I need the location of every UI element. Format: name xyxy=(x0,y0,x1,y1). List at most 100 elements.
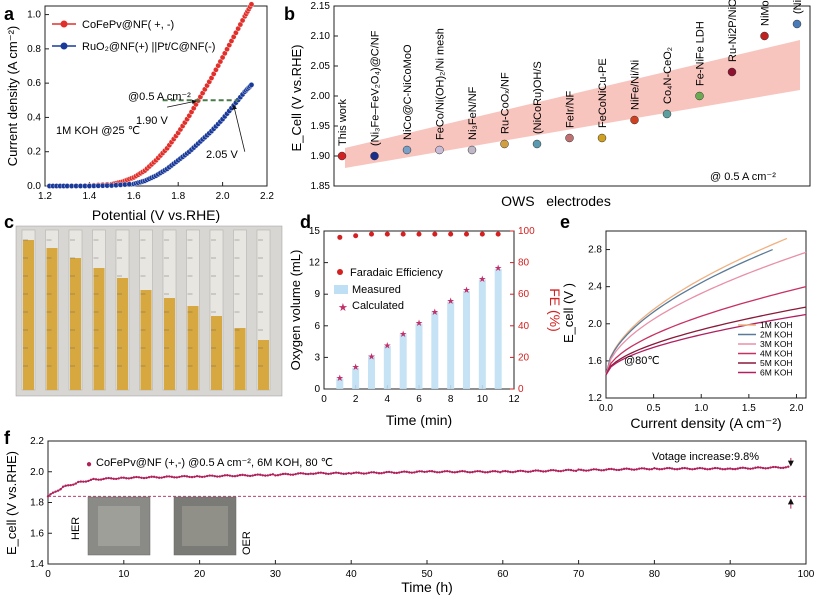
f-series-point xyxy=(686,467,689,470)
f-series-point xyxy=(94,478,98,481)
f-ytick-label: 1.4 xyxy=(30,559,44,570)
panel-d-legend: Faradaic Efficiency Measured ★ Calculate… xyxy=(334,267,443,314)
d-y2tick-label: 80 xyxy=(518,258,530,269)
f-series-point xyxy=(392,471,396,475)
f-series-point xyxy=(650,467,654,471)
f-series-point xyxy=(49,493,52,496)
f-series-point xyxy=(764,467,767,470)
f-series-point xyxy=(160,476,163,479)
f-series-point xyxy=(542,470,545,473)
f-series-point xyxy=(423,470,426,474)
f-series-point xyxy=(132,476,136,479)
f-series-point xyxy=(231,474,234,478)
panel-d-legend-star: ★ xyxy=(338,302,348,314)
f-series-point xyxy=(736,467,739,470)
a-xtick-label: 1.6 xyxy=(127,191,141,202)
f-series-point xyxy=(536,469,540,472)
f-series-point xyxy=(271,473,275,476)
f-series-point xyxy=(643,467,646,470)
d-y2tick-label: 60 xyxy=(518,289,530,300)
f-series-point xyxy=(213,474,216,478)
f-series-point xyxy=(294,472,297,476)
b-category-label: NiMoB xyxy=(760,0,772,26)
b-point xyxy=(532,139,542,149)
a-series-point-0 xyxy=(248,1,255,8)
f-series-point xyxy=(668,466,671,470)
f-series-point xyxy=(683,466,686,470)
d-star-calculated: ★ xyxy=(431,307,439,317)
a-xtick-label: 2.2 xyxy=(260,191,274,202)
d-bar-measured xyxy=(463,291,470,389)
f-series-point xyxy=(723,468,727,471)
e-xtick-label: 2.0 xyxy=(790,403,804,414)
f-series-point xyxy=(488,470,492,473)
b-category-label: This work xyxy=(337,98,349,146)
f-series-point xyxy=(205,474,209,478)
panel-letter-b: b xyxy=(284,4,295,24)
f-series-point xyxy=(622,467,626,471)
f-series-point xyxy=(597,468,601,472)
f-series-point xyxy=(226,474,229,477)
f-series-point xyxy=(365,472,368,475)
b-category-label: Ru-Ni2P/NiO/NF xyxy=(727,0,739,62)
f-series-point xyxy=(109,477,113,480)
f-series-point xyxy=(461,469,464,473)
b-category-label: Ni₃FeN/NF xyxy=(467,86,479,140)
b-category-label: (NiCoRu)OH/S xyxy=(532,61,544,134)
e-series-line-3 xyxy=(605,286,807,376)
f-series-point xyxy=(784,466,787,469)
d-ytick-label: 0 xyxy=(314,384,320,395)
f-series-point xyxy=(122,476,126,479)
f-series-point xyxy=(552,468,555,472)
a-xtick-label: 1.4 xyxy=(82,191,96,202)
c-tube-fill xyxy=(46,248,58,390)
f-series-point xyxy=(579,468,583,472)
f-series-point xyxy=(698,466,702,470)
f-series-point xyxy=(602,469,606,472)
f-series-point xyxy=(72,483,75,486)
f-series-point xyxy=(387,470,391,474)
f-series-point xyxy=(274,474,277,477)
f-series-point xyxy=(410,471,414,474)
d-xtick-label: 12 xyxy=(508,394,520,405)
f-series-point xyxy=(751,467,755,470)
b-point xyxy=(402,145,412,155)
f-series-point xyxy=(438,471,441,474)
f-series-point xyxy=(337,471,340,475)
f-series-point xyxy=(587,469,590,472)
f-ytick-label: 2.0 xyxy=(30,467,44,478)
f-series-point xyxy=(607,467,611,471)
d-bar-measured xyxy=(447,301,455,389)
d-bar-measured xyxy=(383,345,391,389)
f-series-point xyxy=(771,465,775,469)
f-series-point xyxy=(448,470,451,473)
f-series-point xyxy=(238,473,242,477)
f-series-point xyxy=(112,477,115,481)
panel-e-ylabel: E_cell (V ) xyxy=(561,283,576,343)
f-series-point xyxy=(269,473,272,477)
f-ytick-label: 1.8 xyxy=(30,498,44,509)
f-series-point xyxy=(620,468,623,471)
panel-f-legend: CoFePv@NF (+,-) @0.5 A cm⁻², 6M KOH, 80 … xyxy=(96,457,333,469)
f-series-point xyxy=(216,475,219,478)
f-series-point xyxy=(632,468,636,471)
d-ytick-label: 9 xyxy=(314,289,320,300)
f-series-point xyxy=(453,471,456,474)
f-series-point xyxy=(693,467,697,471)
f-series-point xyxy=(509,470,512,474)
f-series-point xyxy=(476,469,479,473)
f-series-point xyxy=(127,477,131,480)
panel-f-inset-her-label: HER xyxy=(70,517,82,540)
f-series-point xyxy=(749,467,752,470)
d-point-fe xyxy=(432,231,438,237)
d-bar-measured xyxy=(352,367,360,389)
f-series-point xyxy=(61,485,65,488)
f-series-point xyxy=(572,469,575,472)
f-series-point xyxy=(221,474,224,478)
f-series-point xyxy=(253,473,257,477)
f-series-point xyxy=(688,467,691,471)
d-point-fe xyxy=(479,231,485,237)
b-ytick-label: 2.15 xyxy=(311,1,331,12)
f-series-point xyxy=(208,474,211,477)
